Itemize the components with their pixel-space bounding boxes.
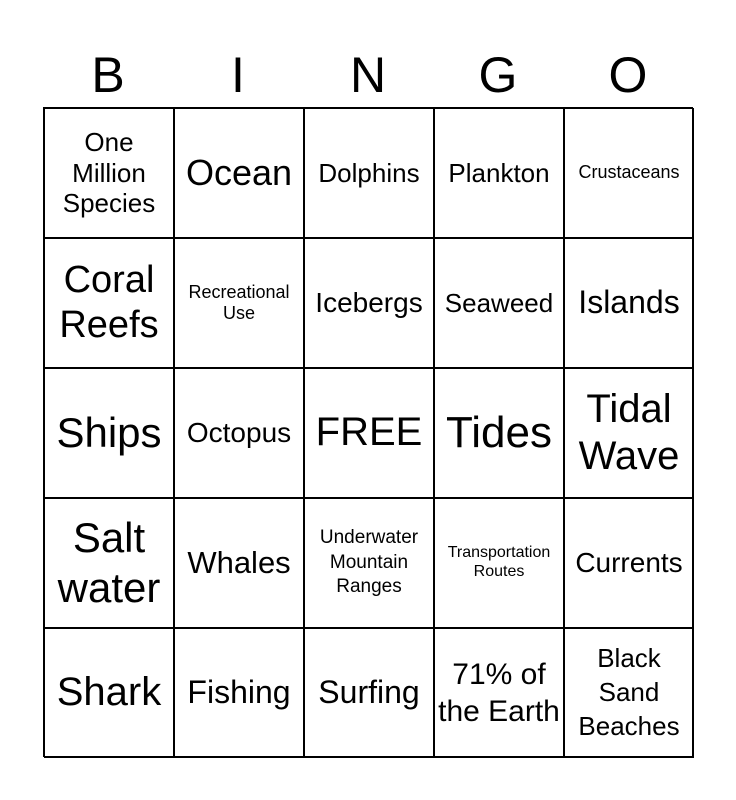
bingo-cell[interactable]: Dolphins: [304, 108, 434, 238]
bingo-cell[interactable]: Black Sand Beaches: [564, 628, 694, 758]
bingo-header: B I N G O: [43, 44, 693, 106]
bingo-cell[interactable]: Salt water: [44, 498, 174, 628]
bingo-cell[interactable]: Tidal Wave: [564, 368, 694, 498]
bingo-cell[interactable]: Surfing: [304, 628, 434, 758]
bingo-cell[interactable]: Whales: [174, 498, 304, 628]
bingo-grid: One Million Species Ocean Dolphins Plank…: [43, 107, 694, 758]
header-letter-g: G: [478, 47, 518, 103]
bingo-cell[interactable]: Islands: [564, 238, 694, 368]
bingo-cell[interactable]: Recreational Use: [174, 238, 304, 368]
bingo-cell[interactable]: Octopus: [174, 368, 304, 498]
bingo-cell[interactable]: Seaweed: [434, 238, 564, 368]
header-letter-o: O: [608, 47, 648, 103]
header-letter-i: I: [231, 47, 245, 103]
header-letter-b: B: [91, 47, 125, 103]
free-space[interactable]: FREE: [304, 368, 434, 498]
bingo-cell[interactable]: Currents: [564, 498, 694, 628]
bingo-cell[interactable]: Underwater Mountain Ranges: [304, 498, 434, 628]
bingo-cell[interactable]: Transportation Routes: [434, 498, 564, 628]
bingo-cell[interactable]: Shark: [44, 628, 174, 758]
bingo-cell[interactable]: Plankton: [434, 108, 564, 238]
bingo-cell[interactable]: Tides: [434, 368, 564, 498]
bingo-cell[interactable]: Ships: [44, 368, 174, 498]
bingo-cell[interactable]: Coral Reefs: [44, 238, 174, 368]
bingo-cell[interactable]: Crustaceans: [564, 108, 694, 238]
bingo-cell[interactable]: One Million Species: [44, 108, 174, 238]
header-letter-n: N: [349, 47, 387, 103]
bingo-cell[interactable]: Icebergs: [304, 238, 434, 368]
bingo-cell[interactable]: 71% of the Earth: [434, 628, 564, 758]
bingo-cell[interactable]: Ocean: [174, 108, 304, 238]
bingo-cell[interactable]: Fishing: [174, 628, 304, 758]
